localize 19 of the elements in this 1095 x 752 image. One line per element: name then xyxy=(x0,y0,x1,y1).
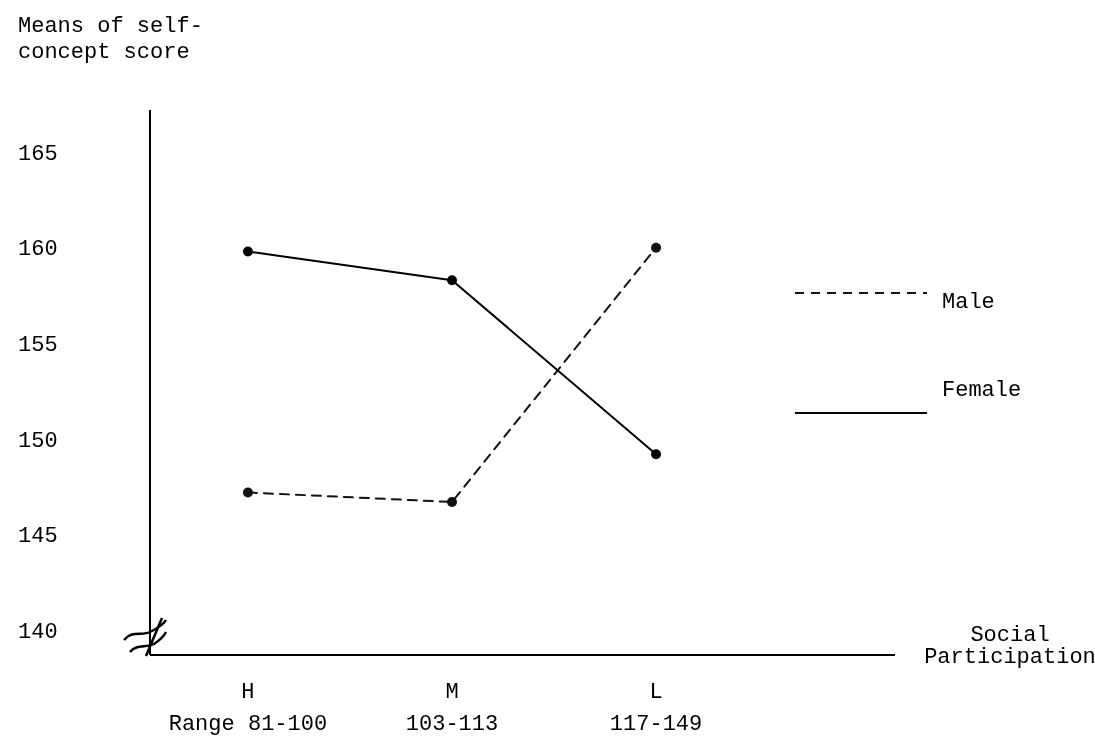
y-tick-label: 150 xyxy=(18,428,58,454)
x-tick-label: H Range 81-100 xyxy=(168,680,328,737)
y-tick-label: 160 xyxy=(18,237,58,263)
y-tick-label: 145 xyxy=(18,524,58,550)
point xyxy=(651,449,662,460)
y-tick-label: 165 xyxy=(18,141,58,167)
y-tick-label: 155 xyxy=(18,333,58,358)
x-axis-title: Social Participation xyxy=(924,623,1095,670)
point xyxy=(447,497,457,508)
y-tick-label: 140 xyxy=(18,619,58,645)
x-tick-label: M 103-113 xyxy=(405,680,499,737)
y-axis-title: Means of self- concept score xyxy=(18,14,203,65)
text: Female xyxy=(942,377,1022,403)
point xyxy=(242,246,253,257)
point xyxy=(651,242,662,253)
point xyxy=(242,487,253,498)
x-tick-label: L 117-149 xyxy=(609,680,703,737)
point xyxy=(447,275,457,286)
text: Male xyxy=(942,289,995,315)
